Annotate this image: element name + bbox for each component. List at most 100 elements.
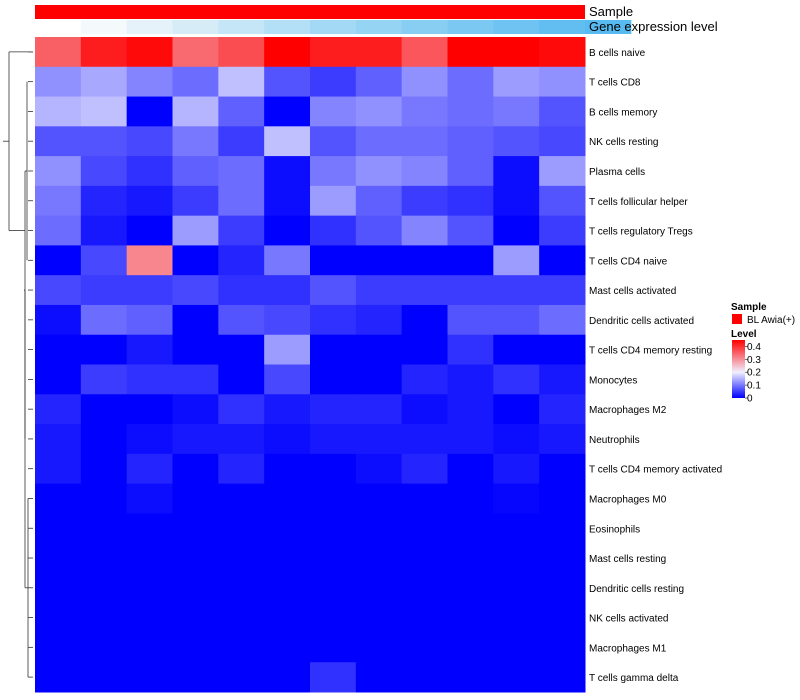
- heatmap-cell: [401, 304, 448, 336]
- heatmap-cell: [355, 215, 403, 246]
- heatmap-cell: [218, 364, 265, 395]
- heatmap-cell: [80, 364, 128, 395]
- heatmap-cell: [80, 245, 128, 276]
- row-label: Monocytes: [589, 375, 637, 386]
- heatmap-cell: [401, 483, 448, 514]
- row-label: T cells CD8: [589, 78, 641, 89]
- heatmap-cell: [310, 602, 357, 633]
- gene-expression-annotation-label: Gene expression level: [589, 19, 718, 34]
- heatmap-cell: [264, 156, 311, 187]
- legend-tick-label: 0.3: [747, 355, 761, 366]
- heatmap-cell: [264, 424, 311, 455]
- heatmap-cell: [539, 424, 586, 455]
- heatmap-cell: [172, 37, 219, 68]
- heatmap-cell: [35, 126, 82, 157]
- gene-annotation-cell: [585, 20, 632, 34]
- heatmap-cell: [80, 543, 128, 574]
- heatmap-cell: [264, 483, 311, 514]
- heatmap-cell: [310, 156, 357, 187]
- heatmap-cell: [218, 304, 265, 336]
- heatmap-cell: [80, 96, 128, 127]
- row-label: NK cells activated: [589, 614, 668, 625]
- heatmap-cell: [218, 453, 265, 485]
- heatmap-cell: [35, 334, 82, 365]
- gene-annotation-cell: [447, 20, 494, 34]
- heatmap-cell: [310, 96, 357, 127]
- heatmap-cell: [126, 156, 173, 187]
- heatmap-cell: [447, 543, 494, 574]
- heatmap-cell: [35, 364, 82, 395]
- heatmap-cell: [126, 96, 173, 127]
- heatmap-cell: [539, 304, 586, 336]
- row-label: T cells follicular helper: [589, 197, 688, 208]
- heatmap-cell: [264, 215, 311, 246]
- heatmap-cell: [310, 453, 357, 485]
- heatmap-cell: [539, 662, 586, 693]
- heatmap-cell: [35, 394, 82, 425]
- heatmap-cell: [264, 37, 311, 68]
- row-label: Mast cells resting: [589, 554, 666, 565]
- heatmap-cell: [35, 96, 82, 127]
- legend-tick-label: 0.2: [747, 368, 761, 379]
- heatmap-cell: [539, 245, 586, 276]
- gene-annotation-cell: [401, 20, 448, 34]
- gene-annotation-cell: [493, 20, 540, 34]
- heatmap-cell: [80, 275, 128, 306]
- heatmap-cell: [264, 632, 311, 663]
- column-annotations: [35, 5, 632, 34]
- heatmap-cell: [493, 602, 540, 633]
- heatmap-cell: [401, 513, 448, 544]
- heatmap-cell: [264, 394, 311, 425]
- heatmap-cell: [172, 215, 219, 246]
- heatmap-cell: [355, 126, 403, 157]
- heatmap-cell: [126, 66, 173, 98]
- row-label: B cells memory: [589, 107, 657, 118]
- sample-annotation-bar: [35, 5, 585, 19]
- heatmap-cell: [218, 543, 265, 574]
- heatmap-cell: [401, 334, 448, 365]
- heatmap-cell: [218, 602, 265, 633]
- heatmap-cell: [35, 245, 82, 276]
- heatmap-cell: [264, 185, 311, 217]
- heatmap-cell: [172, 96, 219, 127]
- heatmap-cell: [493, 96, 540, 127]
- heatmap-cell: [264, 275, 311, 306]
- heatmap-cell: [355, 364, 403, 395]
- gene-annotation-cell: [172, 20, 219, 34]
- heatmap-cell: [218, 394, 265, 425]
- heatmap-cell: [35, 513, 82, 544]
- heatmap-cell: [447, 364, 494, 395]
- heatmap-cell: [310, 245, 357, 276]
- heatmap-cell: [80, 394, 128, 425]
- heatmap-cell: [35, 602, 82, 633]
- heatmap-cell: [218, 424, 265, 455]
- heatmap-cell: [264, 245, 311, 276]
- heatmap-cell: [218, 275, 265, 306]
- heatmap-cell: [126, 453, 173, 485]
- heatmap-cell: [80, 424, 128, 455]
- row-label: T cells gamma delta: [589, 673, 679, 684]
- heatmap-cell: [355, 602, 403, 633]
- heatmap-cell: [264, 572, 311, 604]
- row-label: T cells regulatory Tregs: [589, 227, 693, 238]
- heatmap-cell: [35, 37, 82, 68]
- gene-annotation-cell: [264, 20, 311, 34]
- heatmap-cell: [126, 483, 173, 514]
- heatmap-cell: [401, 543, 448, 574]
- legend-tick-label: 0: [747, 394, 753, 405]
- heatmap-cell: [218, 66, 265, 98]
- heatmap-cell: [172, 394, 219, 425]
- heatmap-cell: [493, 513, 540, 544]
- heatmap-cell: [80, 513, 128, 544]
- heatmap-cell: [310, 424, 357, 455]
- heatmap-cell: [447, 96, 494, 127]
- heatmap-cell: [310, 364, 357, 395]
- heatmap-cell: [447, 424, 494, 455]
- heatmap-cell: [355, 483, 403, 514]
- gene-annotation-cell: [539, 20, 586, 34]
- heatmap-cell: [264, 66, 311, 98]
- heatmap-cell: [310, 394, 357, 425]
- heatmap-cell: [539, 66, 586, 98]
- legend-ticks: 0 0.1 0.2 0.3 0.4: [745, 342, 761, 405]
